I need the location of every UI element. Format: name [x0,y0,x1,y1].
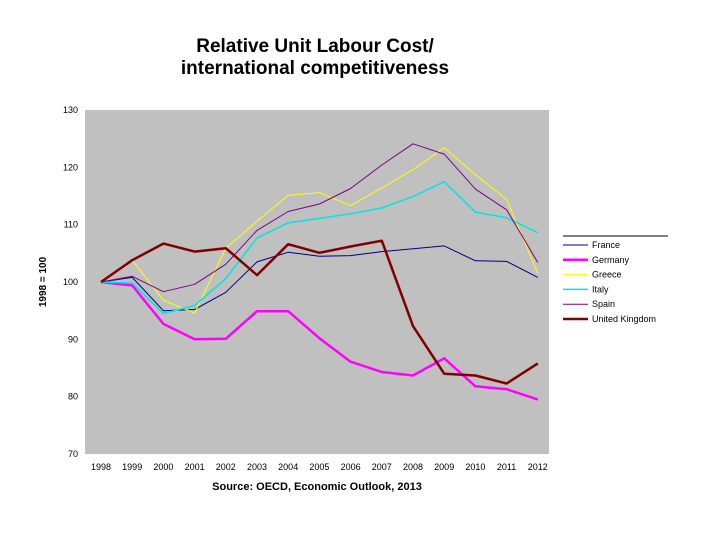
legend-label-france: France [592,240,620,250]
legend-label-greece: Greece [592,270,622,280]
x-tick-label: 2000 [153,462,173,472]
x-axis-label: Source: OECD, Economic Outlook, 2013 [212,481,422,493]
legend-label-spain: Spain [592,299,615,309]
y-tick-label: 70 [68,449,78,459]
series-line-italy [100,180,539,315]
series-line-germany [100,280,539,401]
y-tick-label: 110 [64,220,78,230]
y-axis: 70 80 90 100 110 120 130 [63,105,78,459]
x-tick-label: 2001 [185,462,205,472]
chart-title-line-1: Relative Unit Labour Cost/ [196,36,434,57]
y-axis-label: 1998 = 100 [38,256,49,307]
y-tick-label: 90 [68,334,78,344]
x-tick-label: 2012 [528,462,548,472]
y-tick-label: 130 [63,105,78,115]
legend-label-italy: Italy [592,284,609,294]
legend-label-germany: Germany [592,255,630,265]
x-tick-label: 2008 [403,462,423,472]
x-tick-label: 2007 [372,462,392,472]
series-line-united-kingdom [100,239,539,385]
x-axis: 1998 1999 2000 2001 2002 2003 2004 2005 2006 2007… [91,462,548,472]
series-lines [100,143,539,401]
x-tick-label: 2011 [497,462,516,472]
x-tick-label: 2004 [278,462,298,472]
x-tick-label: 2005 [309,462,329,472]
plot-area [85,110,549,454]
y-tick-label: 100 [63,277,78,287]
x-tick-label: 2002 [216,462,236,472]
x-tick-label: 2010 [465,462,485,472]
legend: France Germany Greece Italy Spain United King… [563,235,668,324]
y-tick-label: 80 [68,392,78,402]
series-line-spain [100,143,539,293]
chart-title: Relative Unit Labour Cost/ international… [150,36,480,80]
legend-label-united-kingdom: United Kingdom [592,314,656,324]
chart-title-line-2: international competitiveness [180,58,450,79]
x-tick-label: 2003 [247,462,267,472]
x-tick-label: 1998 [91,462,111,472]
x-tick-label: 2009 [434,462,454,472]
series-line-greece [100,147,539,314]
x-tick-label: 2006 [341,462,361,472]
x-tick-label: 1999 [122,462,142,472]
y-tick-label: 120 [63,162,78,172]
